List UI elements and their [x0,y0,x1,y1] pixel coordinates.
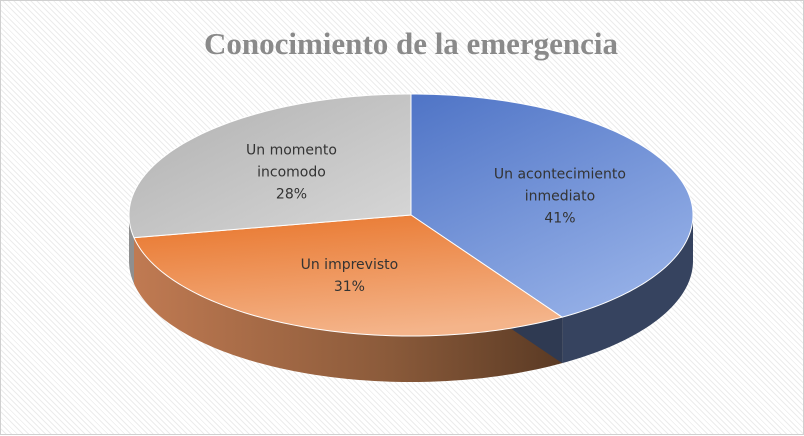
slice-value-label: 31% [334,279,365,295]
pie-slice [133,214,564,337]
slice-side [562,215,693,364]
slice-label: Un acontecimiento inmediato [494,166,626,204]
pie-slice [128,93,412,239]
pie-slice [410,93,694,318]
slice-label-line: Un acontecimiento [494,166,626,182]
slice-label: Un momento incomodo [246,143,337,181]
slice-side [129,215,134,284]
slice-value-label: 41% [544,210,575,226]
slice-label-line: Un imprevisto [301,257,399,273]
slice-label-line: Un momento [246,143,337,159]
slice-value-label: 28% [276,187,307,203]
slice-label-line: inmediato [525,188,595,204]
slice-label-line: incomodo [257,165,326,181]
slice-label: Un imprevisto [301,257,399,273]
chart-title: Conocimiento de la emergencia [204,26,619,61]
slice-side [133,237,563,382]
